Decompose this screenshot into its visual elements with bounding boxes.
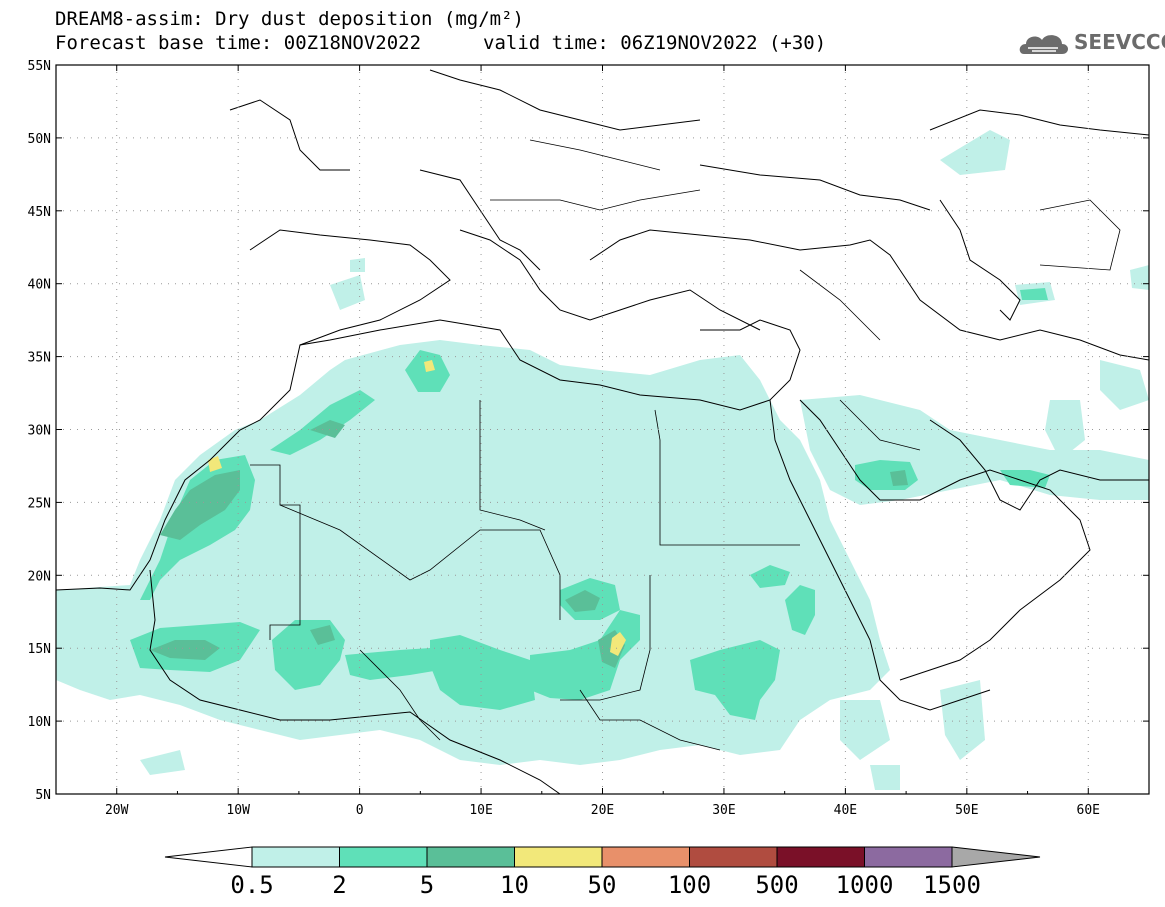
- lat-label: 40N: [28, 278, 51, 293]
- colorbar-box: [339, 846, 428, 868]
- lon-label: 60E: [1077, 803, 1100, 818]
- valid-time: valid time: 06Z19NOV2022 (+30): [483, 32, 827, 54]
- lat-label: 10N: [28, 715, 51, 730]
- lat-label: 50N: [28, 132, 51, 147]
- lon-label: 50E: [955, 803, 978, 818]
- lon-label: 0: [356, 803, 364, 818]
- colorbar-box: [864, 846, 953, 868]
- map-title: DREAM8-assim: Dry dust deposition (mg/m²…: [55, 8, 524, 30]
- lat-label: 5N: [35, 788, 51, 803]
- lon-label: 40E: [834, 803, 857, 818]
- colorbar-label: 10: [500, 871, 529, 899]
- colorbar-label: 2: [332, 871, 346, 899]
- lon-label: 20E: [591, 803, 614, 818]
- logo-text: SEEVCCC: [1074, 30, 1165, 54]
- lat-label: 25N: [28, 496, 51, 511]
- colorbar: [164, 846, 1041, 868]
- lat-label: 20N: [28, 569, 51, 584]
- latitude-labels: 55N 50N 45N 40N 35N 30N 25N 20N 15N 10N 5N: [28, 59, 51, 803]
- colorbar-label: 5: [420, 871, 434, 899]
- colorbar-box: [514, 846, 603, 868]
- colorbar-box: [689, 846, 778, 868]
- colorbar-high-triangle: [951, 846, 1041, 868]
- coastlines: [56, 69, 1149, 794]
- colorbar-label: 50: [588, 871, 617, 899]
- borders: [250, 139, 1121, 751]
- colorbar-label: 1500: [923, 871, 981, 899]
- colorbar-low-triangle: [164, 846, 253, 868]
- longitude-labels: 20W 10W 0 10E 20E 30E 40E 50E 60E: [105, 803, 1100, 818]
- lon-label: 30E: [712, 803, 735, 818]
- colorbar-label: 1000: [836, 871, 894, 899]
- colorbar-label: 100: [668, 871, 711, 899]
- lat-label: 35N: [28, 351, 51, 366]
- colorbar-box: [776, 846, 865, 868]
- grid-lines: [56, 65, 1149, 794]
- colorbar-box: [426, 846, 515, 868]
- lat-label: 15N: [28, 642, 51, 657]
- lat-label: 45N: [28, 205, 51, 220]
- lat-label: 55N: [28, 59, 51, 74]
- dust-fields: [56, 130, 1149, 790]
- lat-label: 30N: [28, 424, 51, 439]
- axis-ticks: [55, 64, 1150, 795]
- colorbar-label: 500: [755, 871, 798, 899]
- forecast-base-time: Forecast base time: 00Z18NOV2022: [55, 32, 422, 54]
- lon-label: 20W: [105, 803, 129, 818]
- colorbar-box: [601, 846, 690, 868]
- cloud-logo-icon: [1019, 35, 1068, 54]
- colorbar-box: [251, 846, 340, 868]
- colorbar-labels: 0.5 2 5 10 50 100 500 1000 1500: [230, 871, 981, 899]
- lon-label: 10E: [469, 803, 492, 818]
- colorbar-label: 0.5: [230, 871, 273, 899]
- lon-label: 10W: [226, 803, 250, 818]
